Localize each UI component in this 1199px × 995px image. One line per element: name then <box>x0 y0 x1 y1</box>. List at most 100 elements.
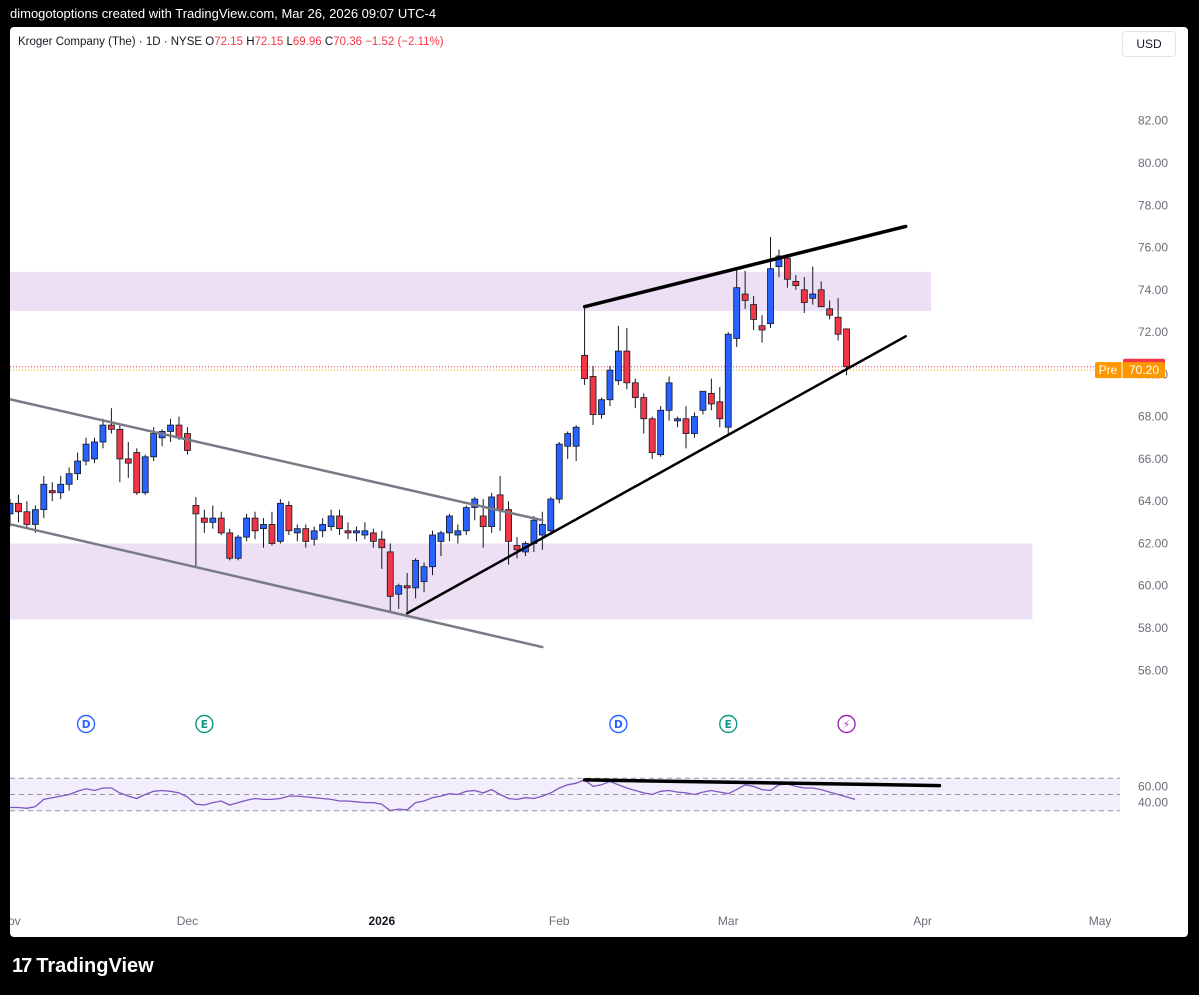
candle[interactable] <box>82 443 90 462</box>
candle[interactable] <box>276 502 284 542</box>
candle[interactable] <box>657 409 665 456</box>
candle[interactable] <box>403 585 411 589</box>
candle[interactable] <box>226 532 234 559</box>
candle[interactable] <box>285 505 293 532</box>
candle[interactable] <box>336 515 343 530</box>
candle[interactable] <box>817 289 825 308</box>
candle[interactable] <box>116 428 124 460</box>
candle[interactable] <box>319 524 327 532</box>
candle[interactable] <box>91 441 98 460</box>
candle[interactable] <box>429 534 436 568</box>
candle[interactable] <box>674 418 681 422</box>
candle[interactable] <box>175 424 183 439</box>
candle[interactable] <box>260 524 267 530</box>
candle[interactable] <box>699 390 707 411</box>
candle[interactable] <box>623 350 631 384</box>
candle[interactable] <box>606 369 614 401</box>
candle[interactable] <box>445 515 453 534</box>
price-chart[interactable]: 56.0058.0060.0062.0064.0066.0068.0070.00… <box>10 27 1188 937</box>
candle[interactable] <box>99 424 107 443</box>
candle[interactable] <box>378 538 386 549</box>
candle[interactable] <box>530 519 538 544</box>
lightning-event-icon[interactable] <box>837 714 856 734</box>
candle[interactable] <box>479 515 487 527</box>
candle[interactable] <box>741 293 749 301</box>
candle[interactable] <box>707 392 715 405</box>
candle[interactable] <box>826 308 834 316</box>
currency-button[interactable]: USD <box>1122 31 1176 57</box>
candle[interactable] <box>792 280 800 286</box>
candle[interactable] <box>564 433 572 447</box>
candle[interactable] <box>834 316 842 335</box>
candle[interactable] <box>724 333 732 428</box>
candle[interactable] <box>800 289 808 303</box>
candle[interactable] <box>268 524 276 544</box>
candle[interactable] <box>395 585 403 595</box>
candle[interactable] <box>133 452 141 494</box>
candle[interactable] <box>420 566 428 582</box>
candle[interactable] <box>234 536 242 559</box>
candle[interactable] <box>10 502 14 515</box>
candle[interactable] <box>598 399 605 415</box>
candle[interactable] <box>369 532 377 542</box>
candle[interactable] <box>462 507 470 532</box>
candle[interactable] <box>184 433 191 451</box>
chart-panel[interactable]: 56.0058.0060.0062.0064.0066.0068.0070.00… <box>10 27 1188 937</box>
candle[interactable] <box>505 509 512 542</box>
candle[interactable] <box>733 287 741 339</box>
candle[interactable] <box>437 532 445 542</box>
candle[interactable] <box>209 517 217 523</box>
candle[interactable] <box>327 515 335 527</box>
candle[interactable] <box>200 517 208 523</box>
candle[interactable] <box>555 443 563 500</box>
candle[interactable] <box>809 293 817 299</box>
candle[interactable] <box>775 255 783 267</box>
candle[interactable] <box>538 524 546 536</box>
candle[interactable] <box>682 418 690 434</box>
dividend-event-icon[interactable] <box>76 714 96 734</box>
candle[interactable] <box>48 490 56 494</box>
candle[interactable] <box>784 257 791 280</box>
candle[interactable] <box>344 530 352 534</box>
candle[interactable] <box>750 304 757 320</box>
candle[interactable] <box>488 496 496 527</box>
candle[interactable] <box>15 502 22 513</box>
candle[interactable] <box>40 483 48 511</box>
candle[interactable] <box>310 530 318 540</box>
candle[interactable] <box>353 530 360 534</box>
candle[interactable] <box>57 483 65 494</box>
candle[interactable] <box>758 325 766 331</box>
dividend-event-icon[interactable] <box>609 714 628 734</box>
candle[interactable] <box>74 460 81 475</box>
candle[interactable] <box>767 268 774 325</box>
candle[interactable] <box>217 517 225 534</box>
candle[interactable] <box>615 350 622 382</box>
candle[interactable] <box>665 382 673 411</box>
candle[interactable] <box>513 545 521 551</box>
candle[interactable] <box>108 424 115 430</box>
candle[interactable] <box>547 498 555 532</box>
candle[interactable] <box>581 354 588 379</box>
candle[interactable] <box>640 397 648 420</box>
candle[interactable] <box>386 551 394 597</box>
candle[interactable] <box>589 376 597 415</box>
rsi-trendline[interactable] <box>582 778 942 788</box>
candle[interactable] <box>631 382 639 399</box>
trendline-channel-lower[interactable] <box>10 522 544 649</box>
candle[interactable] <box>572 426 580 447</box>
trendline-channel-upper[interactable] <box>10 396 544 522</box>
candle[interactable] <box>361 530 369 536</box>
earnings-event-icon[interactable] <box>195 714 214 734</box>
candle[interactable] <box>412 559 420 589</box>
candle[interactable] <box>65 473 73 485</box>
trendline-wedge-lower[interactable] <box>405 335 907 615</box>
candle[interactable] <box>691 416 698 434</box>
candle[interactable] <box>716 401 724 420</box>
candle[interactable] <box>243 517 251 538</box>
candle[interactable] <box>648 418 656 453</box>
candle[interactable] <box>150 433 158 458</box>
earnings-event-icon[interactable] <box>719 714 738 734</box>
candle[interactable] <box>496 494 504 511</box>
candle[interactable] <box>251 517 259 532</box>
candle[interactable] <box>141 456 149 494</box>
